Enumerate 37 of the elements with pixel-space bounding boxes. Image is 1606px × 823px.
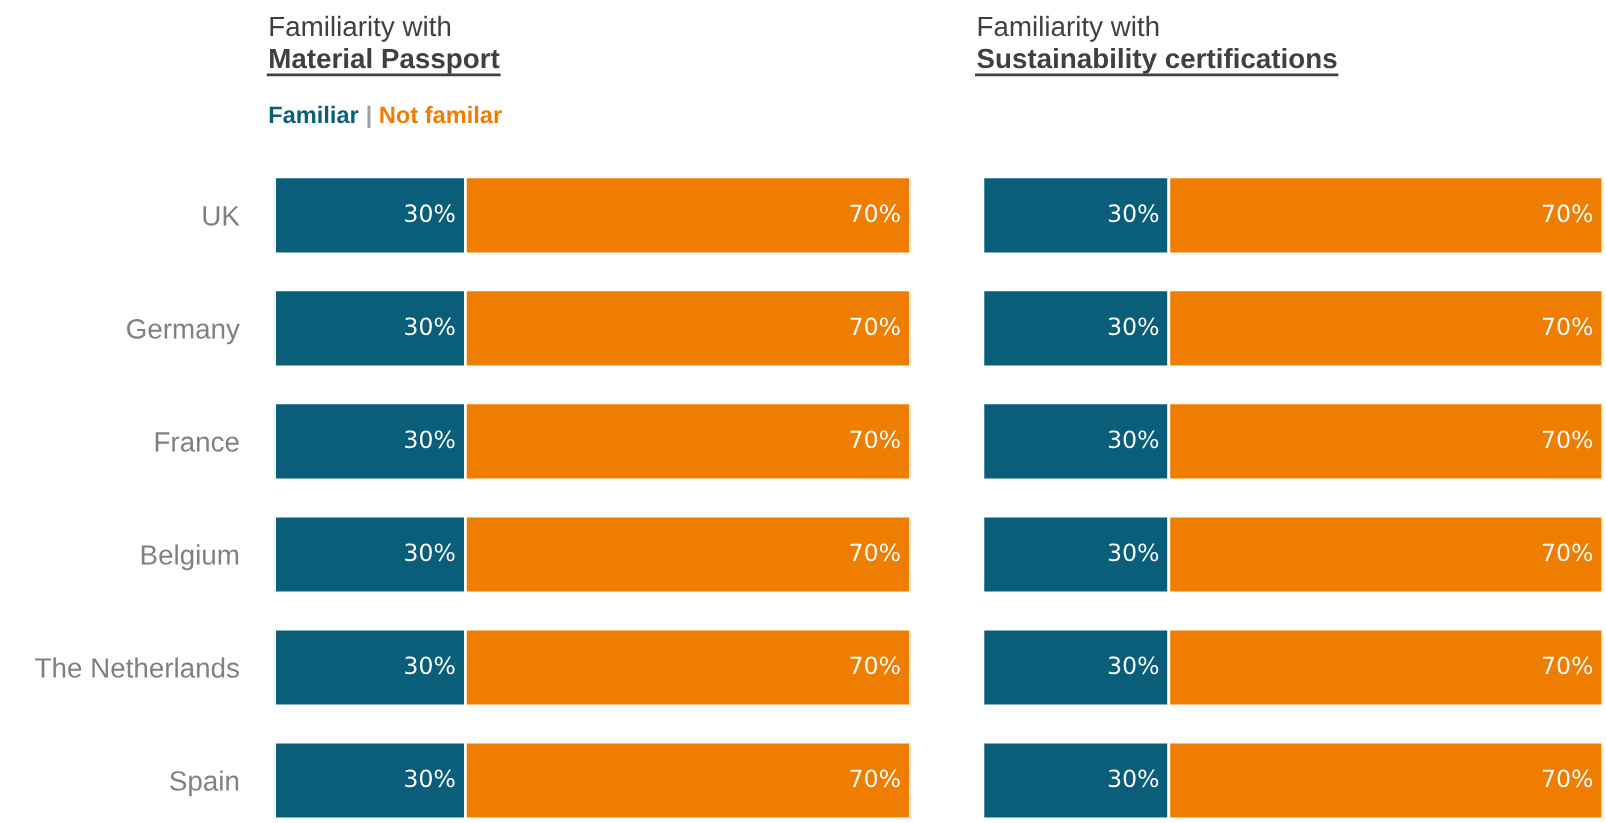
data-label: 70% bbox=[1542, 543, 1593, 562]
data-label: 30% bbox=[405, 543, 455, 562]
data-label: 70% bbox=[850, 769, 900, 788]
chart-subtitle: Sustainability certifications bbox=[977, 47, 1337, 74]
chart-title: Familiarity with bbox=[270, 15, 451, 42]
data-label: 70% bbox=[850, 317, 900, 336]
data-label: 70% bbox=[1542, 317, 1593, 336]
chart-subtitle: Material Passport bbox=[270, 47, 500, 74]
data-label: 70% bbox=[850, 656, 900, 675]
y-tick-label: Belgium bbox=[141, 544, 239, 571]
data-label: 70% bbox=[1542, 769, 1593, 788]
data-label: 30% bbox=[405, 430, 455, 449]
data-label: 30% bbox=[405, 317, 455, 336]
data-label: 30% bbox=[1108, 769, 1159, 788]
data-label: 30% bbox=[1108, 317, 1159, 336]
text: Not familar bbox=[380, 105, 502, 124]
data-label: 30% bbox=[405, 204, 455, 223]
data-label: 70% bbox=[850, 430, 900, 449]
data-label: 70% bbox=[1542, 204, 1593, 223]
data-label: 30% bbox=[1108, 430, 1159, 449]
data-label: 70% bbox=[1542, 430, 1593, 449]
data-label: 70% bbox=[850, 204, 900, 223]
data-label: 30% bbox=[405, 656, 455, 675]
data-label: 70% bbox=[850, 543, 900, 562]
chart-title: Familiarity with bbox=[978, 15, 1159, 42]
y-tick-label: The Netherlands bbox=[35, 657, 239, 678]
y-tick-label: Germany bbox=[127, 319, 240, 345]
data-label: 30% bbox=[1108, 543, 1159, 562]
data-label: 30% bbox=[1108, 656, 1159, 675]
data-label: 30% bbox=[1108, 204, 1159, 223]
text: Familiar bbox=[269, 105, 359, 124]
y-tick-label: France bbox=[155, 432, 239, 452]
data-label: 70% bbox=[1542, 656, 1593, 675]
data-label: 30% bbox=[405, 769, 455, 788]
y-tick-label: Spain bbox=[170, 770, 239, 797]
text: | bbox=[367, 105, 371, 129]
y-tick-label: UK bbox=[203, 206, 240, 226]
